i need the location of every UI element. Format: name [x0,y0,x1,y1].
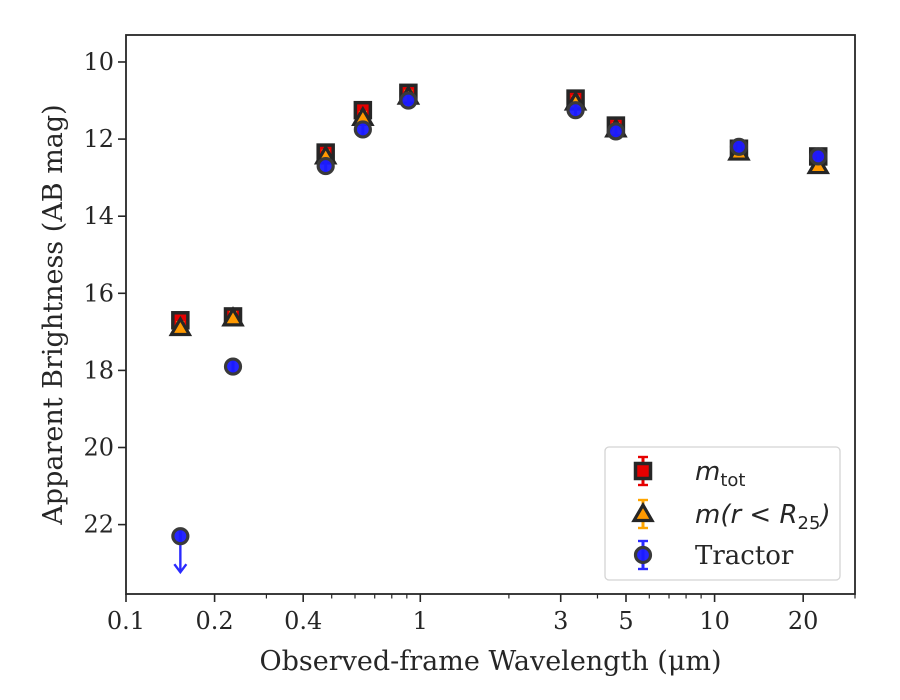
x-tick-label: 5 [618,607,633,635]
y-tick-label: 20 [83,434,114,462]
data-point [566,101,585,120]
legend-label: mtot [695,457,745,491]
legend-label: Tractor [695,541,794,571]
y-tick-label: 12 [83,125,114,153]
data-point [606,122,625,141]
x-tick-label: 1 [413,607,428,635]
tick-layer: 0.1 0.2 0.4 1 3 5 10 20 10 12 14 16 18 20 22 [83,48,856,635]
series-square [171,83,828,330]
x-tick-label: 0.4 [284,607,322,635]
data-point [729,137,749,156]
data-point [171,527,190,546]
data-point [221,306,245,327]
x-axis-label: Observed-frame Wavelength (μm) [259,646,721,677]
y-tick-label: 14 [83,202,114,230]
data-point [168,315,193,337]
y-tick-label: 18 [83,356,114,384]
data-point [809,147,828,166]
legend-marker [631,501,655,523]
x-tick-label: 0.1 [107,607,145,635]
marks-layer [168,83,831,575]
series-triangle [168,84,831,337]
x-tick-label: 3 [553,607,568,635]
y-tick-label: 16 [83,279,114,307]
plot-frame [125,34,856,595]
series-circle [171,91,828,575]
data-point [223,357,243,376]
upper-limit-arrow-head [173,563,188,575]
x-tick-label: 10 [699,607,730,635]
data-point [316,156,335,176]
y-axis-label: Apparent Brightness (AB mag) [38,104,69,525]
x-tick-label: 20 [788,607,819,635]
y-tick-label: 10 [83,48,114,76]
legend-marker [633,461,653,481]
x-tick-label: 0.2 [196,607,234,635]
legend-marker [633,545,653,565]
legend-box [604,446,841,581]
data-point [353,120,372,139]
data-point [399,91,418,110]
y-tick-label: 22 [83,511,114,539]
legend-label: m(r < R25) [695,500,831,534]
legend: mtot m(r < R25) Tractor [604,446,841,581]
